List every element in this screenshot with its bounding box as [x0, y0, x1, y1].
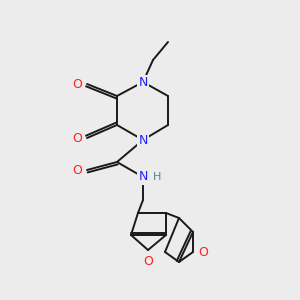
Text: O: O	[72, 77, 82, 91]
Text: O: O	[72, 164, 82, 176]
Text: N: N	[138, 76, 148, 88]
Text: O: O	[198, 245, 208, 259]
Text: O: O	[143, 255, 153, 268]
Text: H: H	[153, 172, 161, 182]
Text: N: N	[138, 134, 148, 146]
Text: O: O	[72, 131, 82, 145]
Text: N: N	[138, 170, 148, 184]
